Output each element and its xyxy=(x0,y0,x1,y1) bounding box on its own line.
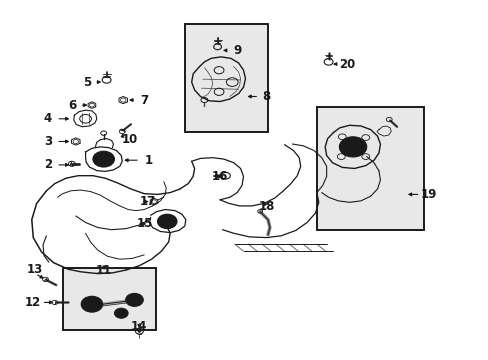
Circle shape xyxy=(114,308,128,318)
Bar xyxy=(316,107,424,230)
Text: 7: 7 xyxy=(140,94,148,107)
Text: 18: 18 xyxy=(258,201,274,213)
Text: 2: 2 xyxy=(44,158,52,171)
Text: 13: 13 xyxy=(27,263,43,276)
Text: 10: 10 xyxy=(121,133,138,146)
Text: 11: 11 xyxy=(96,264,112,277)
Text: 3: 3 xyxy=(44,135,52,148)
Circle shape xyxy=(93,151,114,167)
Text: 9: 9 xyxy=(233,44,241,57)
Text: 8: 8 xyxy=(262,90,270,103)
Bar xyxy=(62,268,155,330)
Text: 4: 4 xyxy=(44,112,52,125)
Bar xyxy=(316,107,424,230)
Text: 19: 19 xyxy=(420,188,437,201)
Text: 6: 6 xyxy=(68,99,76,112)
Text: 15: 15 xyxy=(136,217,153,230)
Circle shape xyxy=(81,296,102,312)
Text: 20: 20 xyxy=(338,58,355,71)
Text: 14: 14 xyxy=(131,320,147,333)
Circle shape xyxy=(157,214,177,229)
Circle shape xyxy=(125,293,143,306)
Circle shape xyxy=(138,330,141,332)
Bar xyxy=(184,24,267,132)
Bar xyxy=(62,268,155,330)
Text: 17: 17 xyxy=(139,195,156,208)
Bar xyxy=(184,24,267,132)
Text: 12: 12 xyxy=(25,296,41,309)
Text: 5: 5 xyxy=(83,76,91,89)
Circle shape xyxy=(349,145,355,149)
Text: 16: 16 xyxy=(211,170,228,183)
Text: 1: 1 xyxy=(145,154,153,167)
Circle shape xyxy=(339,137,366,157)
